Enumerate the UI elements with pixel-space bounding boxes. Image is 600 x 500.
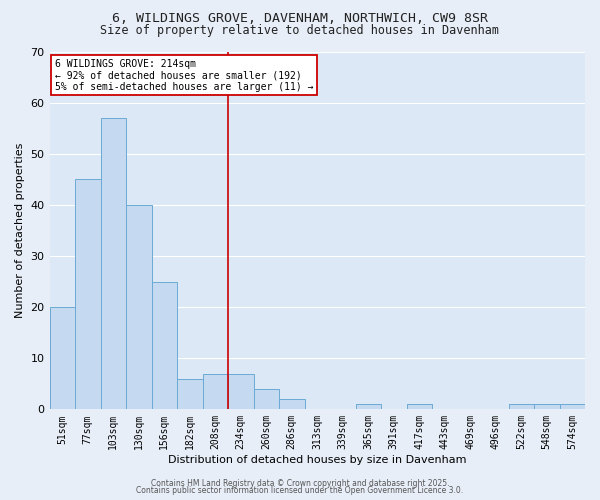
Text: 6 WILDINGS GROVE: 214sqm
← 92% of detached houses are smaller (192)
5% of semi-d: 6 WILDINGS GROVE: 214sqm ← 92% of detach… — [55, 58, 313, 92]
Bar — [509, 404, 534, 409]
Text: 6, WILDINGS GROVE, DAVENHAM, NORTHWICH, CW9 8SR: 6, WILDINGS GROVE, DAVENHAM, NORTHWICH, … — [112, 12, 488, 26]
Bar — [50, 307, 75, 410]
Bar — [177, 378, 203, 410]
Text: Size of property relative to detached houses in Davenham: Size of property relative to detached ho… — [101, 24, 499, 37]
Bar — [407, 404, 432, 409]
Bar — [152, 282, 177, 410]
Bar — [254, 389, 279, 409]
Bar — [560, 404, 585, 409]
Bar — [75, 180, 101, 410]
Y-axis label: Number of detached properties: Number of detached properties — [15, 142, 25, 318]
Text: Contains public sector information licensed under the Open Government Licence 3.: Contains public sector information licen… — [136, 486, 464, 495]
Bar — [126, 205, 152, 410]
Bar — [279, 399, 305, 409]
Bar — [228, 374, 254, 410]
X-axis label: Distribution of detached houses by size in Davenham: Distribution of detached houses by size … — [168, 455, 467, 465]
Text: Contains HM Land Registry data © Crown copyright and database right 2025.: Contains HM Land Registry data © Crown c… — [151, 478, 449, 488]
Bar — [534, 404, 560, 409]
Bar — [101, 118, 126, 410]
Bar — [203, 374, 228, 410]
Bar — [356, 404, 381, 409]
